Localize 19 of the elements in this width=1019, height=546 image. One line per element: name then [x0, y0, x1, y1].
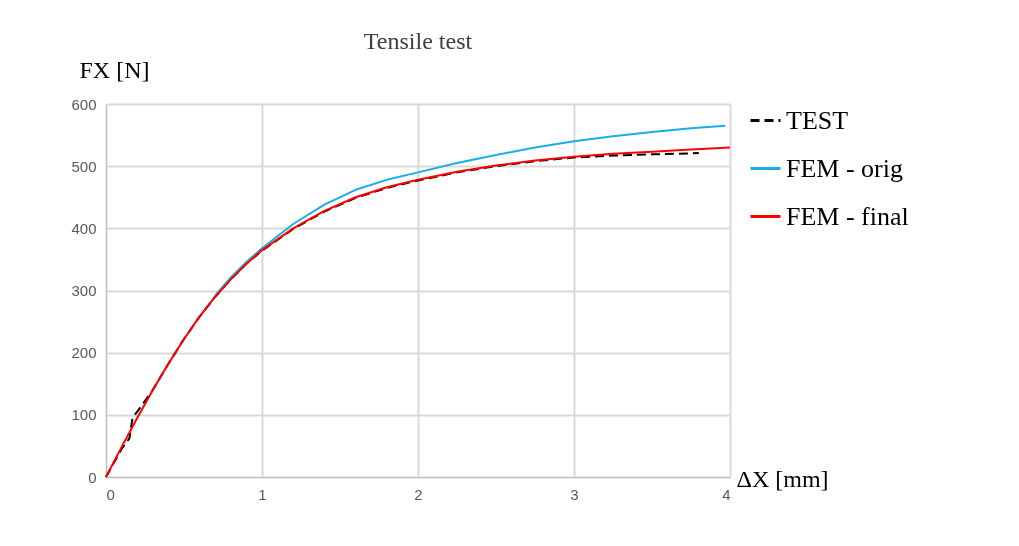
y-tick-label: 100: [71, 406, 97, 424]
x-tick-label: 3: [570, 485, 579, 503]
chart-title: Tensile test: [363, 28, 473, 54]
y-tick-label: 400: [71, 219, 97, 237]
x-tick-label: 2: [414, 485, 423, 503]
y-tick-label: 200: [71, 344, 97, 362]
x-tick-label: 0: [106, 485, 115, 503]
y-tick-label: 600: [71, 95, 97, 113]
x-tick-label: 1: [258, 485, 267, 503]
legend-label: FEM - final: [786, 201, 909, 231]
legend-label: TEST: [786, 105, 849, 135]
legend-label: FEM - orig: [786, 153, 903, 183]
x-axis-title: ΔX [mm]: [736, 465, 829, 492]
line-series: [214, 124, 727, 297]
y-tick-label: 0: [88, 468, 97, 486]
y-tick-label: 300: [71, 282, 97, 299]
x-tick-label: 4: [722, 485, 731, 503]
y-tick-label: 500: [71, 157, 97, 175]
y-axis-title: FX [N]: [79, 56, 150, 83]
